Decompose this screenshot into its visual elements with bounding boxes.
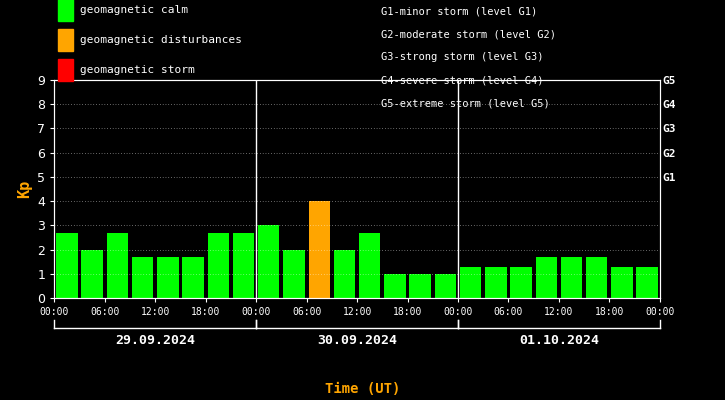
Text: Time (UT): Time (UT) (325, 382, 400, 396)
Bar (233, 232, 254, 298)
Text: geomagnetic disturbances: geomagnetic disturbances (80, 35, 241, 45)
Text: G5-extreme storm (level G5): G5-extreme storm (level G5) (381, 99, 550, 109)
Text: G3-strong storm (level G3): G3-strong storm (level G3) (381, 52, 543, 62)
Bar (157, 257, 178, 298)
Text: G1-minor storm (level G1): G1-minor storm (level G1) (381, 6, 537, 16)
Bar (460, 266, 481, 298)
Bar (107, 232, 128, 298)
Text: 30.09.2024: 30.09.2024 (317, 334, 397, 347)
Bar (359, 232, 381, 298)
Bar (510, 266, 531, 298)
Bar (258, 225, 280, 298)
Bar (384, 274, 405, 298)
Bar (560, 257, 582, 298)
Bar (637, 266, 658, 298)
Bar (586, 257, 608, 298)
Bar (309, 201, 330, 298)
Bar (536, 257, 557, 298)
Bar (334, 250, 355, 298)
Bar (57, 232, 78, 298)
Y-axis label: Kp: Kp (17, 180, 32, 198)
Bar (207, 232, 229, 298)
Bar (410, 274, 431, 298)
Bar (183, 257, 204, 298)
Text: G2-moderate storm (level G2): G2-moderate storm (level G2) (381, 29, 555, 39)
Bar (283, 250, 304, 298)
Text: G4-severe storm (level G4): G4-severe storm (level G4) (381, 76, 543, 86)
Bar (81, 250, 103, 298)
Text: 01.10.2024: 01.10.2024 (519, 334, 599, 347)
Text: 29.09.2024: 29.09.2024 (115, 334, 195, 347)
Bar (434, 274, 456, 298)
Bar (132, 257, 154, 298)
Text: geomagnetic calm: geomagnetic calm (80, 5, 188, 15)
Bar (485, 266, 507, 298)
Bar (611, 266, 633, 298)
Text: geomagnetic storm: geomagnetic storm (80, 65, 194, 75)
